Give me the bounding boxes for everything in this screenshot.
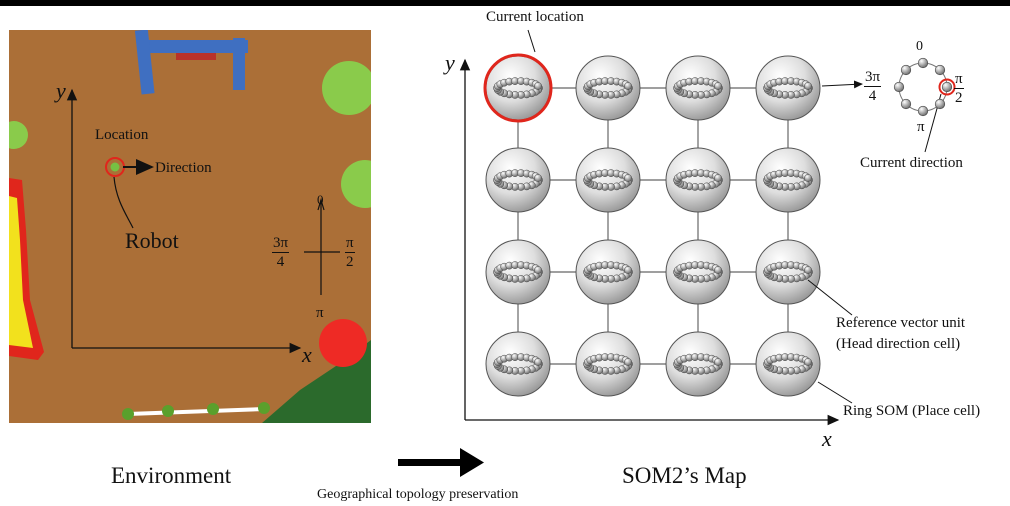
top-border — [0, 0, 1010, 6]
som-unit — [575, 239, 641, 305]
wall-structure — [134, 30, 248, 95]
tree — [341, 160, 371, 208]
ring-bead — [900, 64, 912, 76]
red-ball — [319, 319, 367, 367]
som-unit — [665, 55, 731, 121]
som-unit — [485, 331, 551, 397]
som-unit — [665, 239, 731, 305]
ring-label-left: 3π 4 — [864, 69, 882, 104]
env-compass-left-label: 3π 4 — [272, 235, 290, 270]
som-unit — [485, 239, 551, 305]
tree — [9, 121, 28, 149]
tree — [322, 61, 371, 115]
env-compass — [304, 197, 340, 295]
env-compass-bottom-label: π — [316, 305, 324, 321]
environment-title: Environment — [111, 463, 232, 488]
som-axis-x-label: x — [822, 426, 832, 451]
ring-bead — [941, 81, 953, 93]
current-direction-label: Current direction — [860, 155, 963, 171]
ring-bead — [917, 105, 929, 117]
fence — [122, 402, 270, 420]
som-unit — [665, 147, 731, 213]
current-location-label: Current location — [486, 9, 584, 25]
som-unit — [755, 55, 821, 121]
ring-som-pointer — [817, 381, 853, 404]
ring-bead — [934, 64, 946, 76]
som-unit — [755, 147, 821, 213]
som-map-title: SOM2’s Map — [622, 463, 747, 488]
env-axis-y-label: y — [56, 78, 66, 103]
current-location-pointer — [527, 29, 536, 53]
grass-area — [262, 340, 371, 423]
location-label: Location — [95, 127, 149, 143]
current-direction-highlight — [938, 78, 956, 96]
direction-label: Direction — [155, 160, 212, 176]
ring-bead — [900, 98, 912, 110]
env-compass-top-label: 0 — [317, 192, 324, 207]
ring-bead — [917, 57, 929, 69]
topology-arrow — [398, 448, 484, 477]
topology-caption: Geographical topology preservation — [317, 487, 519, 502]
som-unit — [575, 55, 641, 121]
ring-label-top: 0 — [916, 39, 923, 54]
current-location-highlight — [483, 53, 553, 123]
ring-detail — [893, 57, 956, 117]
robot-label: Robot — [125, 228, 179, 253]
som-unit — [665, 331, 731, 397]
som-axis-y-label: y — [445, 50, 455, 75]
ring-pointer — [821, 80, 863, 89]
ring-label-bottom: π — [917, 119, 925, 135]
robot-pointer — [113, 176, 134, 229]
reference-vector-pointer — [807, 279, 853, 316]
reference-vector-label-line2: (Head direction cell) — [836, 336, 961, 352]
som-unit — [575, 147, 641, 213]
ring-som-label: Ring SOM (Place cell) — [843, 403, 981, 419]
som-unit — [755, 331, 821, 397]
som-unit — [483, 53, 553, 123]
ring-bead — [893, 81, 905, 93]
ring-bead — [934, 98, 946, 110]
env-axis-x-label: x — [302, 342, 312, 367]
som-unit — [755, 239, 821, 305]
som-unit — [485, 147, 551, 213]
reference-vector-label-line1: Reference vector unit — [836, 315, 966, 331]
som-unit — [575, 331, 641, 397]
